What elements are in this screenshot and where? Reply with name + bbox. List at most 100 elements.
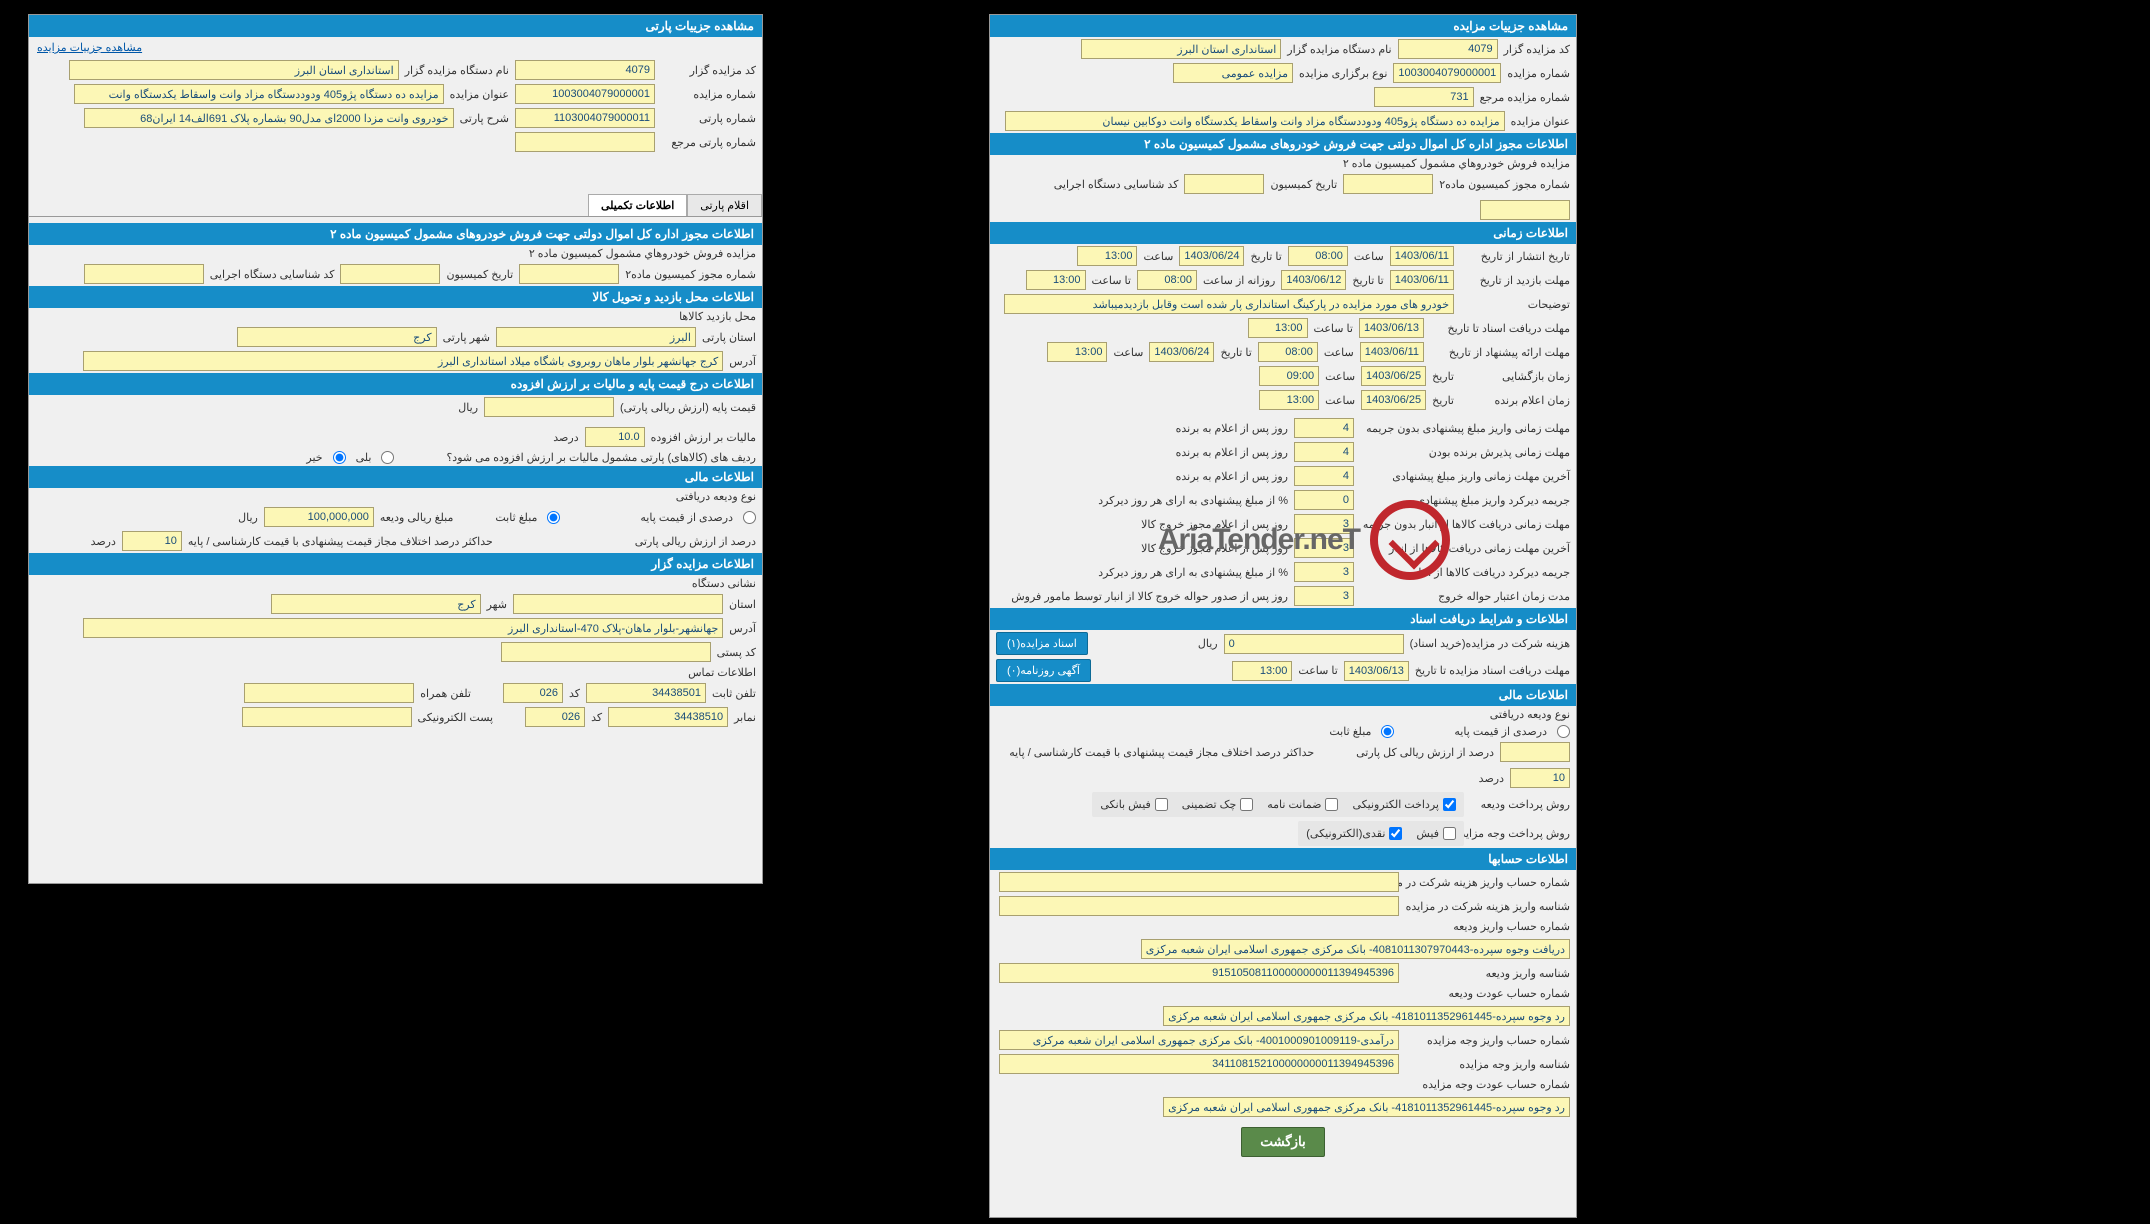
chk-slip[interactable] — [1155, 798, 1168, 811]
fld-open-t: 09:00 — [1259, 366, 1319, 386]
chk-guar[interactable] — [1325, 798, 1338, 811]
u-d3: روز پس از اعلام به برنده — [1176, 470, 1288, 483]
lbl-acc1: شماره حساب واریز هزینه شرکت در مزایده — [1405, 876, 1570, 889]
fld-visit-from: 1403/06/11 — [1390, 270, 1454, 290]
lbl-time: ساعت — [1354, 250, 1384, 263]
chk-slip-label: فیش بانکی — [1100, 798, 1150, 811]
back-button[interactable]: بازگشت — [1241, 1127, 1325, 1157]
chk-cash-label: نقدی(الکترونیکی) — [1306, 827, 1385, 840]
lp-lbl-ano: شماره مزایده — [661, 88, 756, 101]
lbl-acc5: شماره حساب عودت ودیعه — [1405, 987, 1570, 1000]
lp-fld-city2: کرج — [271, 594, 481, 614]
vat-radio: بلی خیر — [306, 451, 394, 464]
deposit-method-checks: پرداخت الکترونیکی ضمانت نامه چک تضمینی ف… — [1092, 792, 1464, 817]
lp-lbl-pct: درصد از ارزش ریالی پارتی — [635, 535, 756, 548]
fld-doc-until-t: 13:00 — [1232, 661, 1292, 681]
fld-visit-t1: 08:00 — [1137, 270, 1197, 290]
lbl-acc6: شماره حساب واریز وجه مزایده — [1405, 1034, 1570, 1047]
lbl-percent: درصد از ارزش ریالی کل پارتی — [1356, 746, 1494, 759]
lp-fld-faxcode: 026 — [525, 707, 585, 727]
lbl-deposit-method: روش پرداخت ودیعه — [1470, 798, 1570, 811]
lbl-acc3: شماره حساب واریز ودیعه — [1405, 920, 1570, 933]
fld-pub-from-d: 1403/06/11 — [1390, 246, 1454, 266]
fld-bid-from-t: 08:00 — [1258, 342, 1318, 362]
u-d8: روز پس از صدور حواله خروج کالا از انبار … — [1011, 590, 1288, 603]
lbl-acc4: شناسه واریز ودیعه — [1405, 967, 1570, 980]
fld-bid-to-d: 1403/06/24 — [1149, 342, 1214, 362]
lp-fld-orgid — [84, 264, 204, 284]
lbl-d5: مهلت زمانی دریافت کالاها از انبار بدون ج… — [1360, 518, 1570, 531]
auction-docs-button[interactable]: اسناد مزایده(۱) — [996, 632, 1088, 655]
lp-lbl-orgaddr: نشانی دستگاه — [692, 577, 756, 590]
lbl-date-6: تاریخ — [1432, 370, 1454, 383]
lp-lbl-pdesc: شرح پارتی — [460, 112, 509, 125]
radio-vat-yes-label: بلی — [356, 451, 372, 464]
tab-additional-info[interactable]: اطلاعات تکمیلی — [588, 194, 687, 216]
lp-section-org: اطلاعات مزایده گزار — [29, 553, 762, 575]
deposit-type-radio: درصدی از قیمت پایه مبلغ ثابت — [1329, 725, 1570, 738]
fld-acc5: رد وجوه سپرده-4181011352961445- بانک مرک… — [1163, 1006, 1570, 1026]
lp-fld-mobile — [244, 683, 414, 703]
fld-fee: 0 — [1224, 634, 1404, 654]
fld-winner-d: 1403/06/25 — [1361, 390, 1426, 410]
lp-lbl-province2: استان — [729, 598, 756, 611]
fld-open-d: 1403/06/25 — [1361, 366, 1426, 386]
fld-auction-title: مزایده ده دستگاه پژو405 ودوددستگاه مزاد … — [1005, 111, 1505, 131]
lp-fld-addr2: جهانشهر-بلوار ماهان-پلاک 470-استانداری ا… — [83, 618, 723, 638]
lbl-max-diff: حداکثر درصد اختلاف مجاز قیمت پیشنهادی با… — [1009, 746, 1314, 759]
lp-radio-fixed[interactable] — [547, 511, 560, 524]
chk-check[interactable] — [1240, 798, 1253, 811]
lp-radio-pct[interactable] — [743, 511, 756, 524]
chk-fish[interactable] — [1443, 827, 1456, 840]
tab-party-items[interactable]: اقلام پارتی — [687, 194, 762, 216]
lp-fld-code: 4079 — [515, 60, 655, 80]
lbl-commission-date: تاريخ کمیسیون — [1270, 178, 1337, 191]
fld-percent — [1500, 742, 1570, 762]
radio-percent[interactable] — [1557, 725, 1570, 738]
lbl-time-4: ساعت — [1113, 346, 1143, 359]
lp-section-fin: اطلاعات مالی — [29, 466, 762, 488]
lbl-until-time: تا ساعت — [1314, 322, 1353, 335]
lbl-doc-deadline: مهلت دريافت اسناد تا تاريخ — [1430, 322, 1570, 335]
view-auction-details-link[interactable]: مشاهده جزییات مزایده — [37, 41, 142, 54]
lp-fld-org: استانداری استان البرز — [69, 60, 399, 80]
party-details-panel: مشاهده جزییات پارتی مشاهده جزییات مزایده… — [28, 14, 763, 884]
fld-winner-t: 13:00 — [1259, 390, 1319, 410]
lbl-time-3: ساعت — [1324, 346, 1354, 359]
radio-fixed[interactable] — [1381, 725, 1394, 738]
lbl-doc-until-t: تا ساعت — [1298, 664, 1337, 677]
pay-method-checks: فیش نقدی(الکترونیکی) — [1298, 821, 1464, 846]
lp-fld-addr: کرج جهانشهر بلوار ماهان روبروی باشگاه می… — [83, 351, 723, 371]
lp-lbl-code: کد مزایده گزار — [661, 64, 756, 77]
lp-lbl-visit-place: محل بازدید کالاها — [679, 310, 756, 323]
lp-fld-comdate — [340, 264, 440, 284]
lbl-deposit-type: نوع ودیعه دریافتی — [1490, 708, 1570, 721]
lp-radio-fixed-label: مبلغ ثابت — [495, 511, 537, 524]
radio-vat-yes[interactable] — [381, 451, 394, 464]
lp-fld-pno: 1103004079000011 — [515, 108, 655, 128]
newspaper-ad-button[interactable]: آگهی روزنامه(۰) — [996, 659, 1091, 682]
lbl-daily-from: روزانه از ساعت — [1203, 274, 1275, 287]
fld-d6: 3 — [1294, 538, 1354, 558]
section-accounts-header: اطلاعات حسابها — [990, 848, 1576, 870]
fld-acc6: درآمدی-4001000901009119- بانک مرکزی جمهو… — [999, 1030, 1399, 1050]
fld-d3: 4 — [1294, 466, 1354, 486]
lbl-acc8: شماره حساب عودت وجه مزایده — [1405, 1078, 1570, 1091]
lp-lbl-fax: نمابر — [734, 711, 756, 724]
lp-lbl-vat-q: ردیف های (کالاهای) پارتی مشمول مالیات بر… — [446, 451, 756, 464]
lp-fld-city: کرج — [237, 327, 437, 347]
fld-visit-t2: 13:00 — [1026, 270, 1086, 290]
lbl-auction-title: عنوان مزایده — [1511, 115, 1570, 128]
chk-elec[interactable] — [1443, 798, 1456, 811]
lbl-to-3: تا تاريخ — [1220, 346, 1251, 359]
fld-d1: 4 — [1294, 418, 1354, 438]
lbl-fee: هزینه شرکت در مزایده(خرید اسناد) — [1410, 637, 1570, 650]
lp-fld-tel: 34438501 — [586, 683, 706, 703]
radio-vat-no[interactable] — [333, 451, 346, 464]
lp-permit-sub: مزايده فروش خودروهاي مشمول كميسيون ماده … — [529, 247, 756, 260]
fld-acc8: رد وجوه سپرده-4181011352961445- بانک مرک… — [1163, 1097, 1570, 1117]
chk-cash[interactable] — [1389, 827, 1402, 840]
fld-pub-to-d: 1403/06/24 — [1179, 246, 1244, 266]
fld-pub-to-t: 13:00 — [1077, 246, 1137, 266]
lp-lbl-email: پست الکترونیکی — [418, 711, 494, 724]
